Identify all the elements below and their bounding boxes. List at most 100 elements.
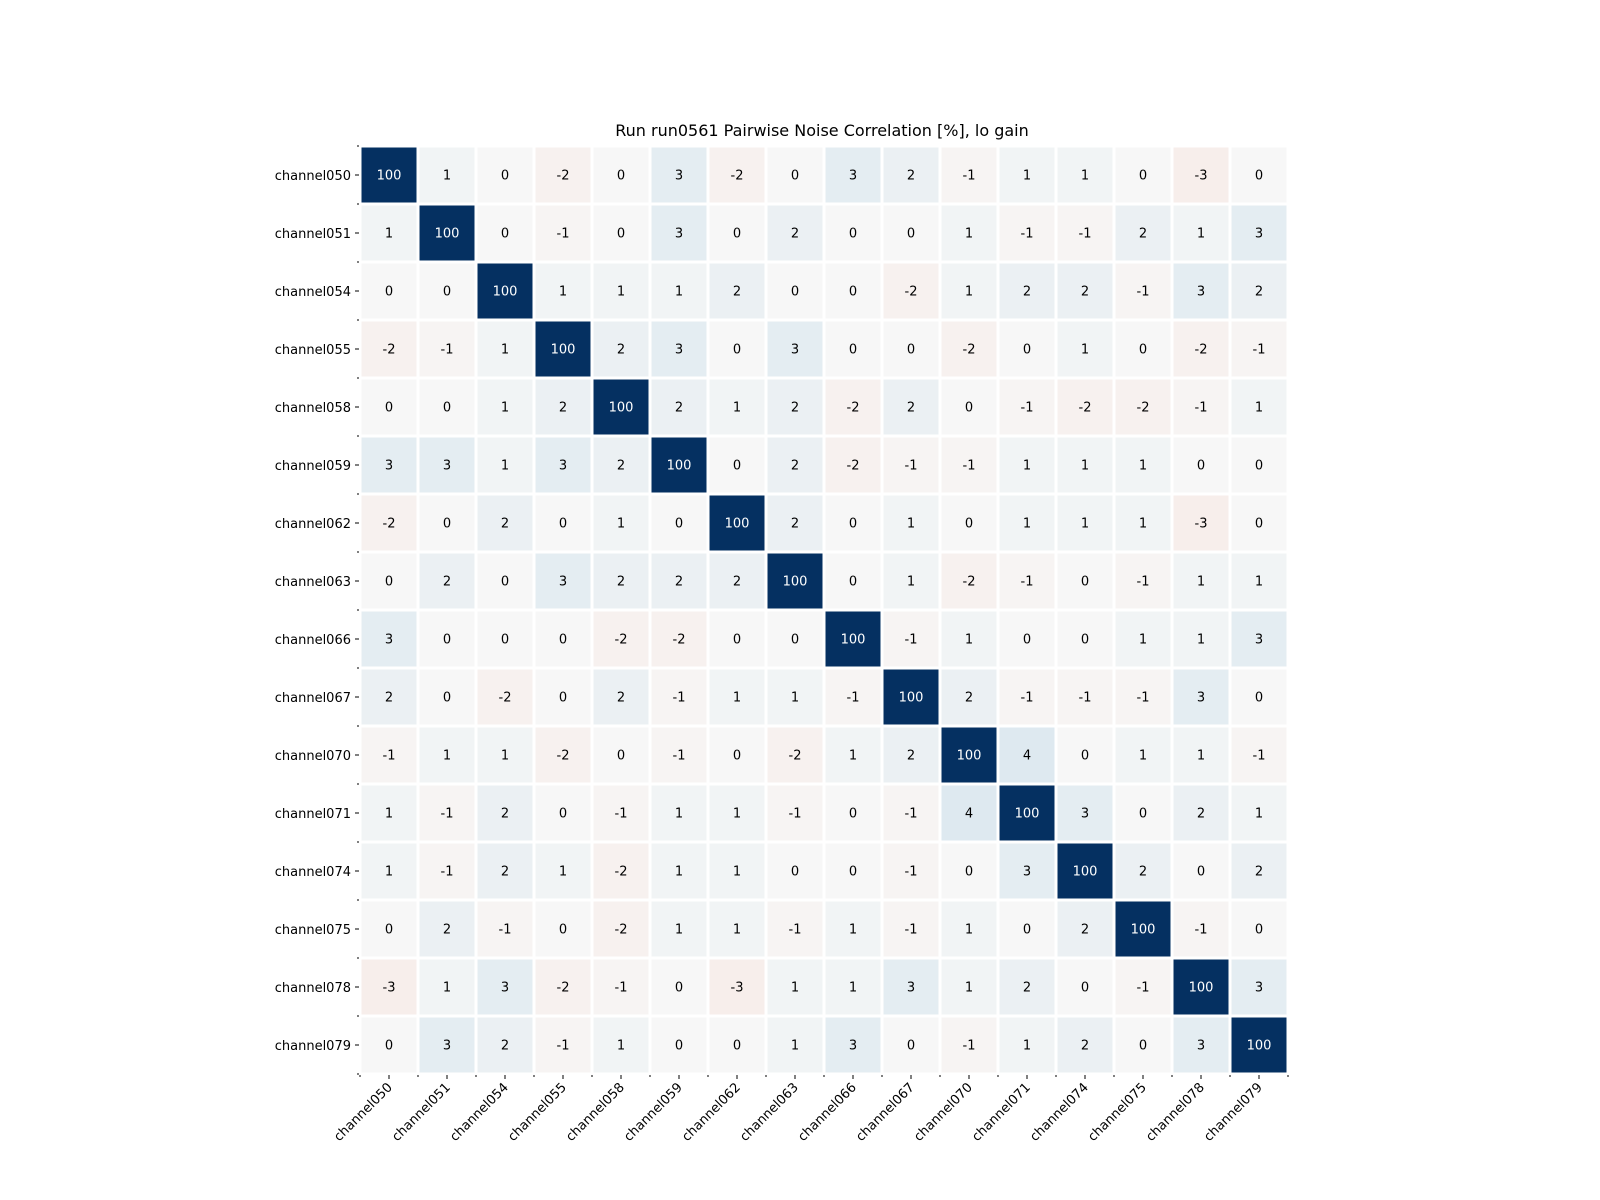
heatmap-cell (941, 437, 997, 493)
heatmap-cell-label: 2 (617, 575, 625, 590)
heatmap-cell (419, 611, 475, 667)
heatmap-cell-label: 100 (783, 575, 808, 590)
heatmap-cell-label: 0 (385, 401, 393, 416)
heatmap-cell-label: 0 (849, 343, 857, 358)
heatmap-cell-label: 1 (733, 807, 741, 822)
heatmap-cell-label: 2 (1139, 227, 1147, 242)
heatmap-cell (767, 901, 823, 957)
heatmap-cell (651, 379, 707, 435)
heatmap-cell (651, 1017, 707, 1073)
heatmap-cell-label: 0 (443, 285, 451, 300)
heatmap-cell (651, 843, 707, 899)
heatmap-cell-label: 1 (1197, 633, 1205, 648)
heatmap-cell-label: -1 (847, 691, 860, 706)
heatmap-cell-label: -1 (557, 227, 570, 242)
heatmap-cell-label: 2 (791, 401, 799, 416)
heatmap-cell-label: 0 (965, 401, 973, 416)
heatmap-cell-label: 1 (1139, 633, 1147, 648)
heatmap-cell-label: -2 (557, 749, 570, 764)
heatmap-cell-label: 2 (675, 575, 683, 590)
heatmap-cell-label: 2 (791, 459, 799, 474)
heatmap-cell (1057, 553, 1113, 609)
heatmap-cell (999, 495, 1055, 551)
heatmap-cell-label: -2 (615, 633, 628, 648)
heatmap-cell (1173, 205, 1229, 261)
heatmap-cell-label: 2 (1255, 285, 1263, 300)
heatmap-cell-label: 0 (733, 749, 741, 764)
heatmap-cell (593, 263, 649, 319)
heatmap-cell (361, 495, 417, 551)
heatmap-cell-label: -1 (1079, 227, 1092, 242)
y-tick-label: channel058 (275, 401, 351, 416)
heatmap-cell (883, 785, 939, 841)
heatmap-cell-label: -1 (963, 169, 976, 184)
heatmap-cell-label: -1 (673, 749, 686, 764)
heatmap-cells (361, 147, 1287, 1073)
heatmap-cell (1115, 785, 1171, 841)
heatmap-cell-label: 2 (501, 807, 509, 822)
heatmap-cell-label: -1 (1253, 749, 1266, 764)
heatmap-cell (825, 1017, 881, 1073)
heatmap-cell-label: -3 (383, 981, 396, 996)
heatmap-cell (1173, 843, 1229, 899)
heatmap-cell (883, 843, 939, 899)
y-tick-label: channel055 (275, 343, 351, 358)
heatmap-cell (1231, 611, 1287, 667)
heatmap-cell-label: 1 (443, 749, 451, 764)
heatmap-cell-label: 2 (1081, 923, 1089, 938)
heatmap-cell-label: 3 (443, 1039, 451, 1054)
heatmap-cell-label: 2 (907, 169, 915, 184)
heatmap-cell-label: 1 (733, 865, 741, 880)
heatmap-cell (1173, 785, 1229, 841)
heatmap-cell (825, 669, 881, 725)
heatmap-cell-label: 0 (1081, 575, 1089, 590)
heatmap-cell-label: -1 (1137, 691, 1150, 706)
heatmap-cell-label: 1 (675, 923, 683, 938)
heatmap-cell (767, 553, 823, 609)
heatmap-cell-label: 0 (385, 575, 393, 590)
heatmap-cell (941, 495, 997, 551)
heatmap-cell-label: 3 (1197, 285, 1205, 300)
heatmap-cell (593, 669, 649, 725)
heatmap-cell-label: 2 (443, 923, 451, 938)
heatmap-cell (593, 553, 649, 609)
heatmap-cell-label: 0 (675, 981, 683, 996)
heatmap-cell-label: 1 (1023, 1039, 1031, 1054)
heatmap-cell (883, 147, 939, 203)
heatmap-cell (709, 147, 765, 203)
heatmap-cell (709, 959, 765, 1015)
y-tick-label: channel078 (275, 981, 351, 996)
heatmap-cell (941, 611, 997, 667)
heatmap-cell-label: 3 (385, 459, 393, 474)
heatmap-cell (477, 959, 533, 1015)
heatmap-cell (593, 843, 649, 899)
heatmap-cell (593, 901, 649, 957)
heatmap-cell-label: 2 (501, 865, 509, 880)
x-tick-label: channel051 (389, 1080, 454, 1145)
heatmap-cell (1115, 901, 1171, 957)
heatmap-cell (361, 263, 417, 319)
heatmap-cell-label: 3 (675, 343, 683, 358)
heatmap-cell-label: 100 (435, 227, 460, 242)
heatmap-cell-label: 100 (1015, 807, 1040, 822)
heatmap-cell (883, 321, 939, 377)
heatmap-cell (767, 147, 823, 203)
heatmap-cell-label: 0 (443, 691, 451, 706)
heatmap-cell-label: 0 (501, 575, 509, 590)
heatmap-cell (709, 321, 765, 377)
heatmap-cell (535, 785, 591, 841)
heatmap-cell (941, 727, 997, 783)
heatmap-cell (651, 727, 707, 783)
heatmap-cell-label: 3 (559, 459, 567, 474)
heatmap-cell (535, 205, 591, 261)
heatmap-cell-label: 2 (501, 517, 509, 532)
heatmap-cell (1173, 321, 1229, 377)
heatmap-cell-label: 1 (1255, 575, 1263, 590)
heatmap-cell-label: 1 (385, 865, 393, 880)
y-axis: channel050 channel051 channel054 channel055… (275, 145, 359, 1075)
heatmap-cell (535, 901, 591, 957)
heatmap-cell-label: -1 (499, 923, 512, 938)
heatmap-cell-label: 3 (675, 169, 683, 184)
heatmap-cell (709, 1017, 765, 1073)
